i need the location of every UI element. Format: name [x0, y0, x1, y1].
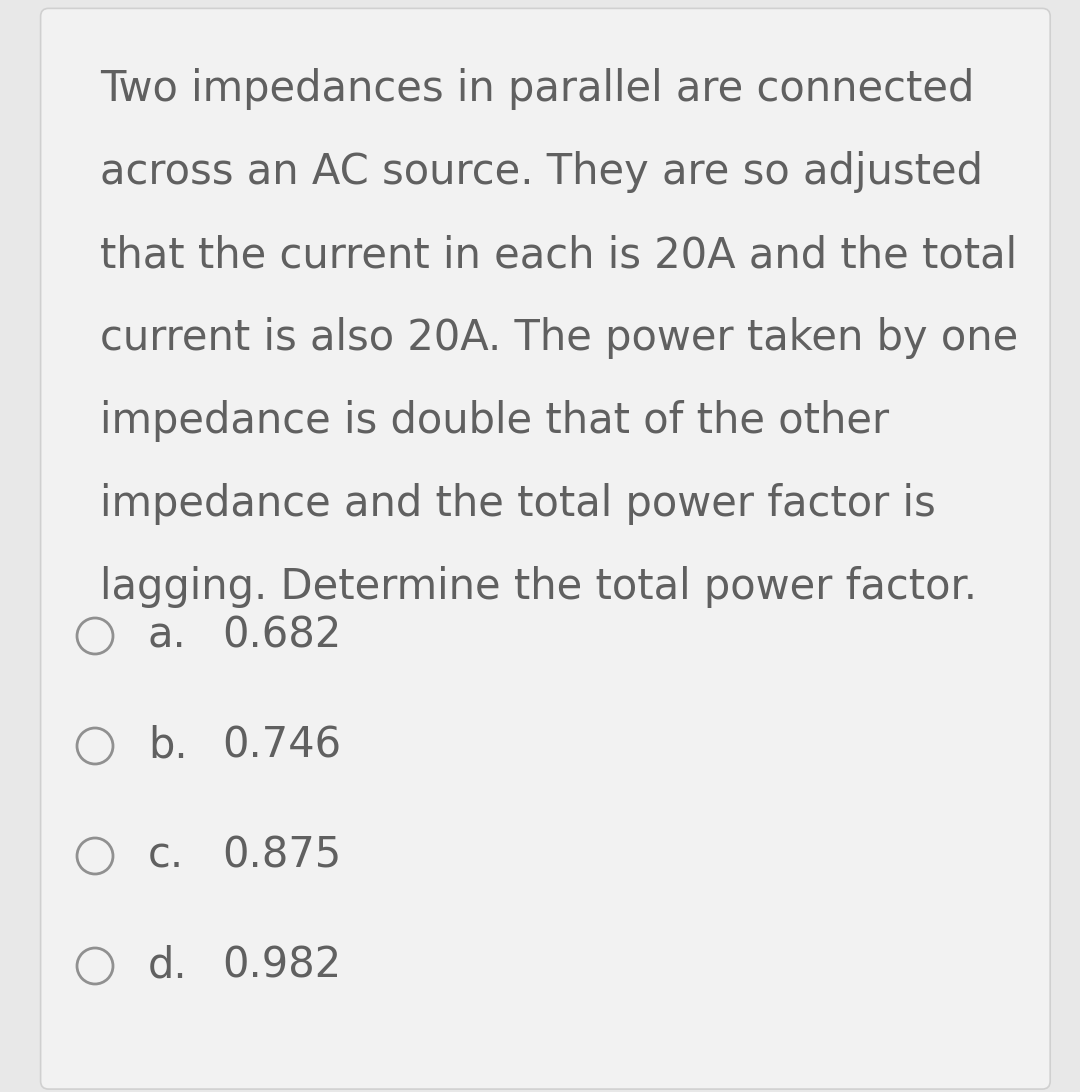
FancyBboxPatch shape	[41, 9, 1050, 1089]
Text: lagging. Determine the total power factor.: lagging. Determine the total power facto…	[100, 566, 977, 608]
Text: 0.982: 0.982	[222, 945, 341, 987]
Text: c.: c.	[148, 835, 184, 877]
Text: that the current in each is 20A and the total: that the current in each is 20A and the …	[100, 234, 1017, 276]
Text: 0.746: 0.746	[222, 725, 341, 767]
Text: impedance is double that of the other: impedance is double that of the other	[100, 400, 889, 442]
Text: across an AC source. They are so adjusted: across an AC source. They are so adjuste…	[100, 151, 983, 193]
Text: Two impedances in parallel are connected: Two impedances in parallel are connected	[100, 68, 974, 110]
Text: d.: d.	[148, 945, 188, 987]
Text: a.: a.	[148, 615, 187, 657]
Text: b.: b.	[148, 725, 188, 767]
Text: impedance and the total power factor is: impedance and the total power factor is	[100, 483, 935, 525]
Text: current is also 20A. The power taken by one: current is also 20A. The power taken by …	[100, 317, 1018, 359]
Text: 0.875: 0.875	[222, 835, 341, 877]
Text: 0.682: 0.682	[222, 615, 341, 657]
